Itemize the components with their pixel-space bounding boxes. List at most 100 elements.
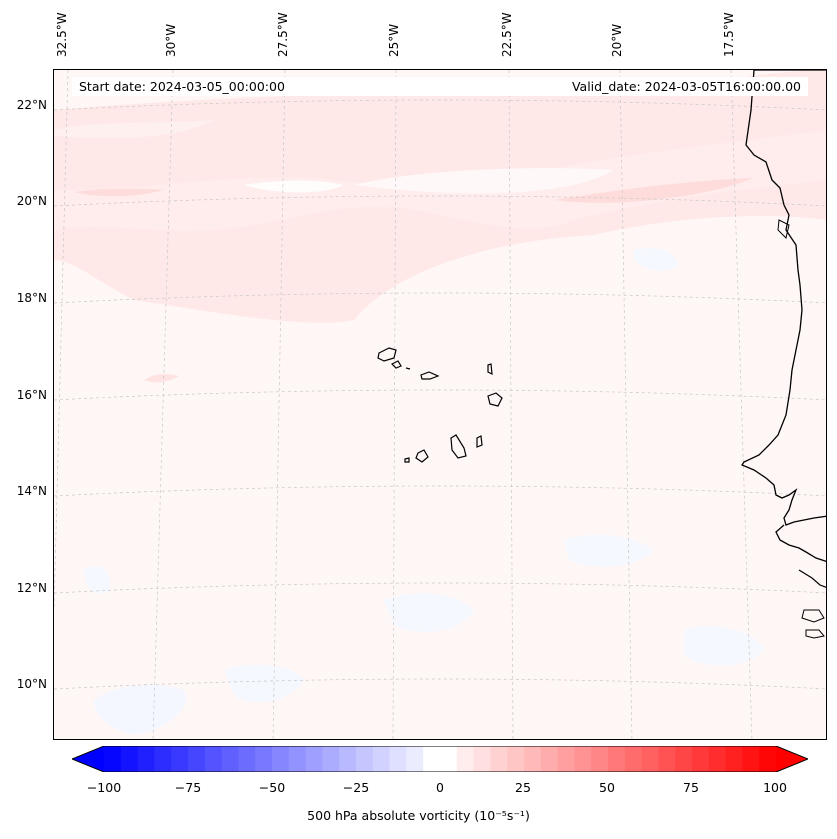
colorbar-segment [356,746,374,772]
colorbar-tick-minus-100: −100 [86,780,122,795]
lat-label-18n: 18°N [16,291,47,305]
lon-label-17-5w: 17.5°W [722,12,736,57]
island-santo-antao [377,347,397,362]
meridian-32-5w [54,70,69,611]
colorbar-extend-low [72,746,104,772]
colorbar-segment [524,746,542,772]
vorticity-patch-blue-3 [384,593,474,633]
parallel-10n [54,678,826,690]
colorbar-extend-high [776,746,808,772]
colorbar-segment [490,746,508,772]
lon-label-25w: 25°W [387,23,401,57]
colorbar-segment [389,746,407,772]
colorbar-tick-25: 25 [515,780,531,795]
vorticity-streak-2 [74,188,164,197]
colorbar [72,746,808,772]
vorticity-patch-blue-1 [94,684,186,735]
parallel-16n [54,389,826,401]
vorticity-patch-blue-2 [224,664,304,703]
parallel-20n [54,195,826,207]
colorbar-label: 500 hPa absolute vorticity (10⁻⁵s⁻¹) [307,808,530,823]
parallel-12n [54,582,826,594]
lon-label-30w: 30°W [164,23,178,57]
map-canvas [54,70,826,739]
colorbar-segment [692,746,710,772]
parallel-22n [54,99,826,111]
lat-label-12n: 12°N [16,581,47,595]
colorbar-tick-0: 0 [436,780,444,795]
colorbar-segment [305,746,323,772]
bissagos-islands [801,609,825,623]
vorticity-band-mid [54,130,826,231]
colorbar-segment [440,746,458,772]
lat-label-22n: 22°N [16,98,47,112]
island-sao-vicente [390,360,402,369]
colorbar-tick-75: 75 [683,780,699,795]
colorbar-tick-50: 50 [599,780,615,795]
colorbar-segment [759,746,777,772]
meridian-20w [619,70,633,739]
lat-label-16n: 16°N [16,388,47,402]
vorticity-patch-blue-5 [634,248,679,271]
colorbar-tick-minus-50: −50 [258,780,286,795]
colorbar-segment [507,746,525,772]
lon-label-22-5w: 22.5°W [500,12,514,57]
lon-label-20w: 20°W [610,23,624,57]
colorbar-segment [591,746,609,772]
valid-date-label: Valid_date: 2024-03-05T16:00:00.00 [571,79,801,94]
colorbar-segment [406,746,424,772]
colorbar-segment [574,746,592,772]
colorbar-segment [372,746,391,772]
vorticity-patch-white-1 [244,180,344,193]
island-sao-nicolau [420,371,440,380]
island-maio [476,435,483,448]
canary-coast-feature [777,219,790,239]
colorbar-segment [675,746,693,772]
colorbar-segment [322,746,340,772]
colorbar-segment [171,746,189,772]
graticule [54,70,826,739]
lat-label-14n: 14°N [16,484,47,498]
vorticity-streak-3 [144,374,179,383]
africa-coastline-south [775,524,826,563]
vorticity-patch-blue-6 [84,566,110,594]
colorbar-segment [423,746,441,772]
colorbar-tick-minus-75: −75 [174,780,202,795]
island-santiago [450,434,467,459]
colorbar-tick-100: 100 [763,780,787,795]
colorbar-tick-minus-25: −25 [342,780,370,795]
lat-label-10n: 10°N [16,677,47,691]
bissagos-island-2 [805,629,825,639]
meridian-25w [392,70,397,739]
colorbar-segment [188,746,206,772]
island-brava [404,457,410,463]
map-panel[interactable] [53,69,827,740]
colorbar-segment [725,746,743,772]
lon-label-32-5w: 32.5°W [55,12,69,57]
africa-coastline [741,70,826,526]
colorbar-segment [137,746,155,772]
colorbar-segment [120,746,139,772]
start-date-label: Start date: 2024-03-05_00:00:00 [79,79,285,94]
island-fogo [415,449,429,463]
meridian-17-5w [730,70,753,739]
colorbar-segment [272,746,290,772]
vorticity-patch-3 [54,120,214,139]
colorbar-segment [658,746,676,772]
lon-label-27-5w: 27.5°W [276,12,290,57]
colorbar-segment [641,746,659,772]
vorticity-patch-blue-7 [684,626,764,666]
cape-verde-islands [377,347,503,463]
vorticity-streak-1 [554,178,754,203]
vorticity-patch-blue-4 [564,534,654,567]
colorbar-segment [339,746,357,772]
colorbar-segment [154,746,172,772]
colorbar-segment [288,746,307,772]
colorbar-segment [104,746,122,772]
island-santa-luzia [405,367,411,370]
colorbar-segment [238,746,256,772]
island-sal [487,363,493,376]
guinea-coastline [798,569,826,588]
colorbar-segment [557,746,575,772]
date-info-box: Start date: 2024-03-05_00:00:00 Valid_da… [72,77,808,96]
